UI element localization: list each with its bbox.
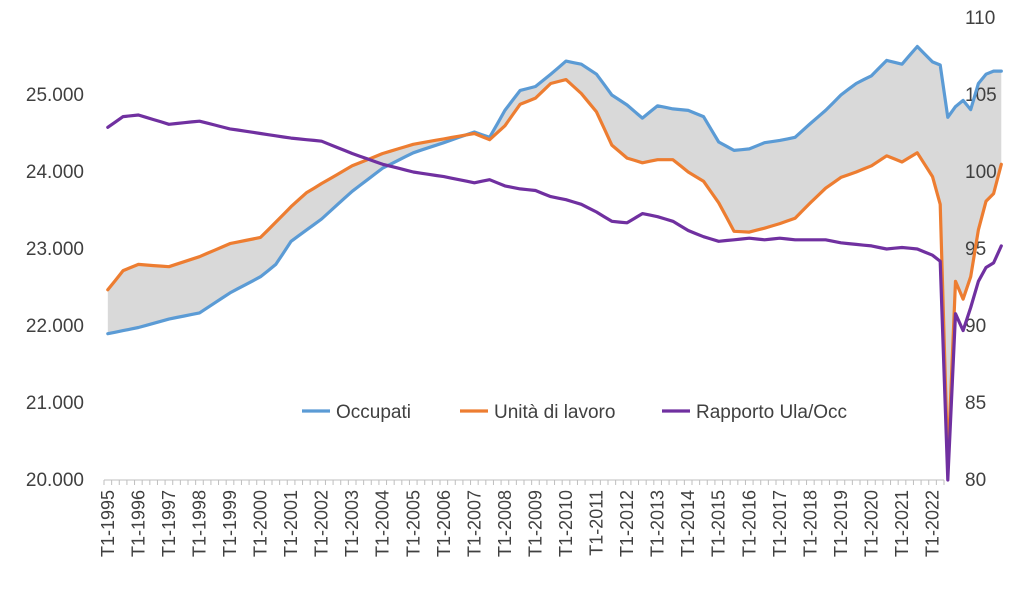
axes: 20.000 21.000 22.000 23.000 24.000 25.000 80 85…	[26, 8, 997, 557]
x-tick-label: T1-2021	[892, 490, 912, 557]
legend: Occupati Unità di lavoro Rapporto Ula/Occ	[302, 402, 847, 423]
x-tick-label: T1-2008	[495, 490, 515, 557]
series-lines	[106, 44, 1003, 482]
x-tick-label: T1-2005	[403, 490, 423, 557]
x-tick-label: T1-2003	[342, 490, 362, 557]
x-tick-label: T1-2010	[556, 490, 576, 557]
y-tick-label: 20.000	[26, 470, 84, 491]
x-tick-label: T1-2015	[709, 490, 729, 557]
x-tick-label: T1-1997	[159, 490, 179, 557]
x-tick-label: T1-2009	[525, 490, 545, 557]
series-line-unit-di-lavoro	[106, 77, 1003, 467]
y2-tick-label: 105	[965, 85, 997, 106]
gap-area-layer	[107, 46, 1002, 465]
x-tick-label: T1-2006	[434, 490, 454, 557]
y2-tick-label: 85	[965, 393, 986, 414]
y-tick-label: 25.000	[26, 85, 84, 106]
series-line-occupati	[106, 44, 1003, 336]
x-tick-label: T1-2007	[464, 490, 484, 557]
x-tick-label: T1-2012	[617, 490, 637, 557]
y-tick-label: 24.000	[26, 162, 84, 183]
series-line-rapporto-ula-occ	[106, 113, 1003, 482]
y2-tick-label: 90	[965, 316, 986, 337]
x-tick-label: T1-2000	[251, 490, 271, 557]
x-tick-label: T1-1998	[189, 490, 209, 557]
y-tick-label: 22.000	[26, 316, 84, 337]
legend-label: Rapporto Ula/Occ	[696, 402, 847, 423]
legend-entry: Unità di lavoro	[460, 402, 615, 423]
gap-area	[107, 46, 1002, 465]
x-tick-label: T1-2016	[739, 490, 759, 557]
x-tick-label: T1-2004	[373, 490, 393, 557]
x-tick-label: T1-2020	[861, 490, 881, 557]
x-tick-label: T1-1999	[220, 490, 240, 557]
x-tick-label: T1-2022	[923, 490, 943, 557]
x-tick-label: T1-1996	[128, 490, 148, 557]
y-tick-label: 23.000	[26, 239, 84, 260]
y-tick-label: 21.000	[26, 393, 84, 414]
x-tick-label: T1-2002	[312, 490, 332, 557]
x-tick-label: T1-2001	[281, 490, 301, 557]
x-tick-label: T1-2018	[800, 490, 820, 557]
y2-tick-label: 80	[965, 470, 986, 491]
y2-tick-label: 100	[965, 162, 997, 183]
x-tick-label: T1-2017	[770, 490, 790, 557]
legend-label: Unità di lavoro	[494, 402, 615, 423]
y2-tick-label: 110	[965, 8, 995, 29]
x-tick-label: T1-2014	[678, 490, 698, 557]
x-tick-label: T1-2019	[831, 490, 851, 557]
x-tick-label: T1-1995	[98, 490, 118, 557]
x-tick-label: T1-2013	[648, 490, 668, 557]
legend-label: Occupati	[336, 402, 411, 423]
legend-entry: Occupati	[302, 402, 411, 423]
legend-entry: Rapporto Ula/Occ	[662, 402, 847, 423]
x-tick-label: T1-2011	[587, 490, 607, 556]
